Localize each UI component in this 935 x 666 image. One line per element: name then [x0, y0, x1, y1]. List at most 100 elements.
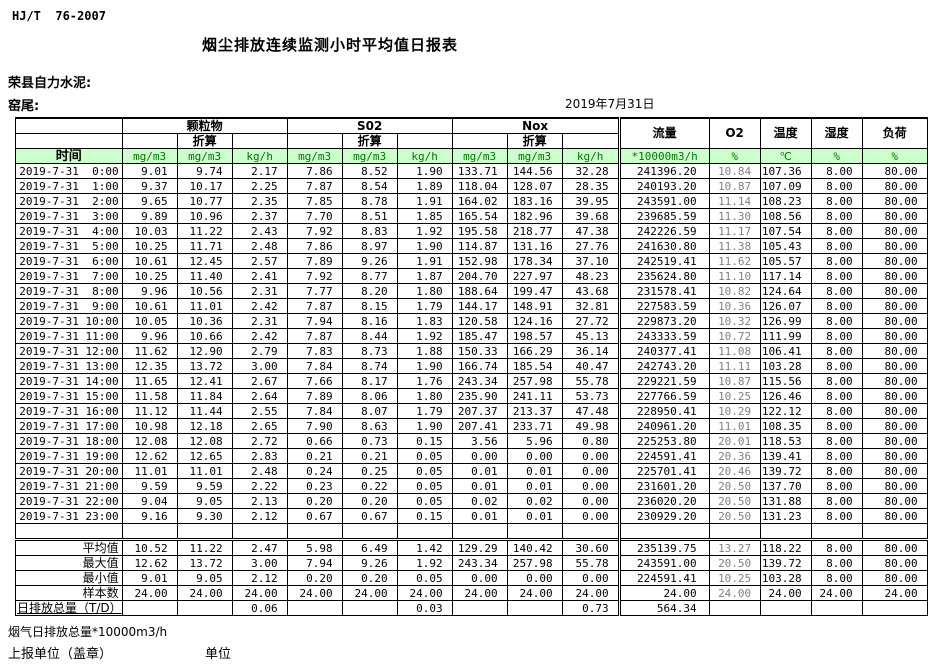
- unit-cell: %: [810, 148, 863, 164]
- summary-value-cell: 6.49: [341, 538, 398, 556]
- value-cell: 225253.80: [617, 433, 710, 449]
- time-cell: 2019-7-31 22:00: [15, 493, 123, 509]
- value-cell: 165.54: [451, 208, 508, 224]
- value-cell: 241.11: [506, 388, 563, 404]
- value-cell: 7.94: [286, 313, 343, 329]
- value-cell: 1.76: [396, 373, 453, 389]
- sub-blank-cell: [561, 133, 620, 149]
- value-cell: 11.84: [176, 388, 233, 404]
- time-cell: 2019-7-31 18:00: [15, 433, 123, 449]
- value-cell: 8.00: [810, 163, 863, 179]
- value-cell: 9.96: [121, 328, 178, 344]
- value-cell: 188.64: [451, 283, 508, 299]
- daily-total-value-cell: [451, 600, 508, 616]
- value-cell: 9.05: [176, 493, 233, 509]
- time-header-blank: [15, 117, 123, 134]
- value-cell: 120.58: [451, 313, 508, 329]
- value-cell: 10.98: [121, 418, 178, 434]
- value-cell: 11.65: [121, 373, 178, 389]
- unit-cell: mg/m3: [341, 148, 398, 164]
- value-cell: 131.88: [759, 493, 812, 509]
- unit-cell: kg/h: [231, 148, 288, 164]
- value-cell: 40.47: [561, 358, 620, 374]
- value-cell: 7.84: [286, 358, 343, 374]
- hour-row: 2019-7-31 23:00 9.16 9.30 2.12 0.67 0.67 0.15 0…: [15, 508, 928, 524]
- value-cell: 12.41: [176, 373, 233, 389]
- time-header-blank: [15, 133, 123, 149]
- value-cell: 45.13: [561, 328, 620, 344]
- value-cell: 7.92: [286, 223, 343, 239]
- converted-header-cell: 折算: [176, 133, 233, 149]
- value-cell: 107.36: [759, 163, 812, 179]
- daily-total-label-cell: 日排放总量（T/D）: [15, 600, 123, 616]
- value-cell: 10.77: [176, 193, 233, 209]
- value-cell: 185.47: [451, 328, 508, 344]
- hour-row: 2019-7-31 4:00 10.03 11.22 2.43 7.92 8.83 1.92…: [15, 223, 928, 239]
- value-cell: 20.01: [708, 433, 761, 449]
- value-cell: 5.96: [506, 433, 563, 449]
- value-cell: 11.22: [176, 223, 233, 239]
- summary-value-cell: 9.26: [341, 555, 398, 571]
- site-name: 窑尾:: [8, 99, 40, 114]
- single-col-header-cell: 流量: [617, 117, 710, 149]
- summary-value-cell: 24.00: [861, 585, 928, 601]
- summary-value-cell: 8.00: [810, 538, 863, 556]
- daily-total-value-cell: [176, 600, 233, 616]
- value-cell: 11.38: [708, 238, 761, 254]
- value-cell: 10.32: [708, 313, 761, 329]
- hour-row: 2019-7-31 18:00 12.08 12.08 2.72 0.66 0.73 0.1…: [15, 433, 928, 449]
- summary-value-cell: 24.00: [506, 585, 563, 601]
- value-cell: 53.73: [561, 388, 620, 404]
- value-cell: 137.70: [759, 478, 812, 494]
- value-cell: 8.83: [341, 223, 398, 239]
- value-cell: 7.77: [286, 283, 343, 299]
- value-cell: 230929.20: [617, 508, 710, 524]
- value-cell: 240377.41: [617, 343, 710, 359]
- value-cell: 80.00: [861, 493, 928, 509]
- value-cell: 207.41: [451, 418, 508, 434]
- value-cell: 8.78: [341, 193, 398, 209]
- value-cell: 47.48: [561, 403, 620, 419]
- value-cell: 8.00: [810, 253, 863, 269]
- value-cell: 10.29: [708, 403, 761, 419]
- value-cell: 1.90: [396, 238, 453, 254]
- value-cell: 2.17: [231, 163, 288, 179]
- value-cell: 0.05: [396, 493, 453, 509]
- sub-blank-cell: [231, 133, 288, 149]
- spacer-cell: [506, 523, 563, 540]
- value-cell: 0.00: [561, 508, 620, 524]
- value-cell: 111.99: [759, 328, 812, 344]
- value-cell: 2.42: [231, 328, 288, 344]
- value-cell: 10.56: [176, 283, 233, 299]
- summary-row: 最小值 9.01 9.05 2.12 0.20 0.20 0.05 0.00 0.00 0.00 2…: [15, 570, 928, 586]
- page-title: 烟尘排放连续监测小时平均值日报表: [201, 36, 458, 54]
- value-cell: 1.91: [396, 193, 453, 209]
- value-cell: 8.00: [810, 418, 863, 434]
- summary-value-cell: 1.92: [396, 555, 453, 571]
- summary-value-cell: 139.72: [759, 555, 812, 571]
- value-cell: 43.68: [561, 283, 620, 299]
- summary-value-cell: 13.27: [708, 538, 761, 556]
- value-cell: 2.37: [231, 208, 288, 224]
- single-col-header-cell: O2: [708, 117, 761, 149]
- summary-value-cell: 5.98: [286, 538, 343, 556]
- value-cell: 8.00: [810, 223, 863, 239]
- value-cell: 199.47: [506, 283, 563, 299]
- value-cell: 0.66: [286, 433, 343, 449]
- value-cell: 28.35: [561, 178, 620, 194]
- spacer-cell: [759, 523, 812, 540]
- summary-value-cell: 3.00: [231, 555, 288, 571]
- value-cell: 10.61: [121, 253, 178, 269]
- value-cell: 164.02: [451, 193, 508, 209]
- value-cell: 213.37: [506, 403, 563, 419]
- value-cell: 8.00: [810, 193, 863, 209]
- spacer-cell: [708, 523, 761, 540]
- value-cell: 118.53: [759, 433, 812, 449]
- value-cell: 80.00: [861, 298, 928, 314]
- value-cell: 1.90: [396, 163, 453, 179]
- value-cell: 241396.20: [617, 163, 710, 179]
- value-cell: 9.30: [176, 508, 233, 524]
- value-cell: 80.00: [861, 283, 928, 299]
- value-cell: 80.00: [861, 418, 928, 434]
- hour-row: 2019-7-31 17:00 10.98 12.18 2.65 7.90 8.63 1.9…: [15, 418, 928, 434]
